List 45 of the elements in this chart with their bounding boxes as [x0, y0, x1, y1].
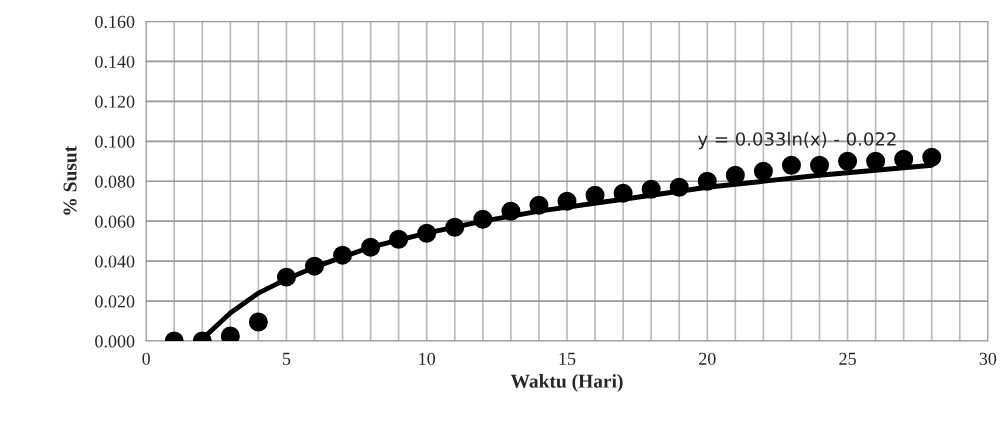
y-tick-label: 0.080	[95, 175, 135, 188]
x-axis-title: Waktu (Hari)	[510, 374, 623, 392]
point	[529, 195, 549, 215]
point	[838, 151, 858, 171]
y-tick-label: 0.140	[95, 55, 135, 68]
point	[585, 185, 605, 205]
y-tick-label: 0.160	[95, 15, 135, 28]
point	[276, 267, 296, 287]
y-tick-label: 0.060	[95, 215, 135, 228]
point	[781, 155, 801, 175]
point	[417, 223, 437, 243]
x-tick-label: 10	[419, 352, 436, 365]
point	[305, 256, 324, 276]
x-tick-label: 20	[699, 352, 716, 365]
x-tick-label: 30	[979, 352, 997, 365]
y-tick-label: 0.040	[95, 255, 135, 268]
y-tick-label: 0.100	[95, 135, 135, 148]
point	[445, 217, 465, 237]
point	[866, 151, 886, 171]
x-tick-label: 15	[559, 352, 576, 365]
point	[641, 179, 661, 199]
point	[810, 155, 829, 175]
point	[248, 312, 268, 332]
point	[389, 229, 409, 249]
point	[501, 201, 521, 221]
point	[220, 326, 240, 342]
point	[697, 171, 717, 191]
point	[669, 177, 689, 197]
point	[557, 191, 577, 211]
point	[725, 165, 745, 185]
x-tick-label: 5	[282, 352, 291, 365]
x-tick-label: 25	[839, 352, 856, 365]
y-tick-label: 0.000	[95, 335, 135, 348]
point	[922, 147, 942, 167]
y-axis-title: % Susut	[63, 145, 77, 215]
point	[333, 245, 353, 265]
y-tick-label: 0.020	[95, 295, 135, 308]
y-tick-label: 0.120	[95, 95, 135, 108]
annotation: y = 0.033ln(x) - 0.022	[698, 131, 896, 150]
point	[613, 183, 633, 203]
point	[361, 237, 381, 257]
point	[753, 161, 773, 181]
x-tick-label: 0	[142, 352, 150, 365]
point	[894, 149, 914, 169]
point	[473, 209, 493, 229]
